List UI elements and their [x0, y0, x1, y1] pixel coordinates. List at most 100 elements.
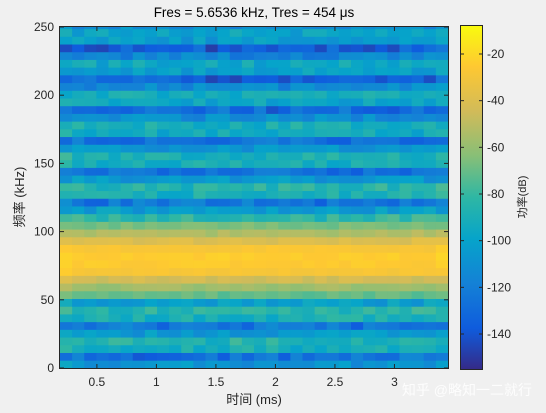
spectrogram-cell [254, 28, 267, 37]
spectrogram-cell [229, 167, 243, 176]
spectrogram-cell [144, 190, 158, 199]
spectrogram-cell [193, 221, 206, 230]
spectrogram-cell [108, 306, 122, 315]
spectrogram-cell [411, 260, 425, 269]
spectrogram-cell [435, 344, 449, 353]
spectrogram-cell [84, 260, 97, 269]
spectrogram-cell [157, 260, 170, 269]
spectrogram-cell [266, 105, 279, 114]
spectrogram-cell [108, 344, 122, 353]
spectrogram-cell [169, 236, 182, 246]
spectrogram-cell [241, 59, 255, 68]
spectrogram-cell [266, 113, 279, 122]
spectrogram-cell [254, 198, 267, 207]
spectrogram-cell [144, 67, 158, 76]
spectrogram-cell [60, 59, 73, 68]
spectrogram-cell [266, 321, 279, 330]
spectrogram-cell [302, 128, 316, 138]
spectrogram-cell [193, 198, 206, 207]
spectrogram-cell [205, 159, 219, 168]
spectrogram-cell [169, 252, 182, 261]
spectrogram-cell [144, 27, 158, 30]
spectrogram-cell [302, 283, 316, 292]
spectrogram-cell [132, 275, 146, 284]
spectrogram-cell [132, 337, 146, 346]
spectrogram-cell [314, 221, 328, 230]
spectrogram-cell [229, 252, 243, 261]
spectrogram-cell [132, 90, 146, 99]
spectrogram-cell [169, 275, 182, 284]
spectrogram-cell [338, 175, 352, 184]
spectrogram-cell [84, 314, 97, 323]
spectrogram-cell [387, 175, 400, 184]
spectrogram-cell [302, 206, 316, 215]
spectrogram-cell [338, 121, 352, 130]
spectrogram-cell [278, 59, 291, 68]
x-tick-label: 2 [272, 375, 279, 389]
spectrogram-cell [254, 59, 267, 68]
spectrogram-cell [217, 74, 231, 84]
spectrogram-cell [84, 252, 97, 261]
spectrogram-cell [217, 344, 231, 353]
spectrogram-cell [302, 113, 316, 122]
spectrogram-cell [435, 244, 449, 253]
spectrogram-cell [157, 213, 170, 222]
spectrogram-cell [375, 121, 388, 130]
spectrogram-cell [241, 182, 255, 192]
spectrogram-cell [72, 352, 85, 361]
spectrogram-cell [132, 267, 146, 276]
spectrogram-cell [193, 136, 206, 145]
spectrogram-cell [363, 51, 376, 60]
spectrogram-cell [229, 144, 243, 153]
spectrogram-cell [254, 283, 267, 292]
spectrogram-cell [144, 283, 158, 292]
spectrogram-cell [96, 190, 109, 199]
spectrogram-cell [399, 236, 413, 246]
spectrogram-cell [96, 206, 109, 215]
spectrogram-cell [96, 298, 109, 307]
spectrogram-cell [266, 329, 279, 338]
spectrogram-cell [132, 182, 146, 192]
spectrogram-cell [375, 67, 388, 76]
spectrogram-cell [435, 236, 449, 246]
spectrogram-cell [351, 27, 364, 30]
spectrogram-cell [144, 82, 158, 91]
spectrogram-cell [108, 36, 122, 45]
spectrogram-cell [84, 136, 97, 145]
spectrogram-cell [387, 113, 400, 122]
spectrogram-cell [169, 82, 182, 91]
spectrogram-cell [254, 51, 267, 60]
spectrogram-cell [338, 113, 352, 122]
spectrogram-cell [363, 74, 376, 84]
spectrogram-cell [144, 229, 158, 238]
spectrogram-cell [60, 283, 73, 292]
spectrogram-cell [157, 182, 170, 192]
spectrogram-cell [144, 182, 158, 192]
spectrogram-cell [193, 113, 206, 122]
spectrogram-cell [144, 360, 158, 369]
spectrogram-cell [205, 206, 219, 215]
spectrogram-cell [375, 175, 388, 184]
spectrogram-cell [326, 360, 340, 369]
y-tick-label: 200 [34, 88, 54, 102]
spectrogram-cell [217, 121, 231, 130]
spectrogram-cell [375, 337, 388, 346]
spectrogram-cell [217, 105, 231, 114]
spectrogram-cell [411, 159, 425, 168]
spectrogram-cell [375, 36, 388, 45]
spectrogram-cell [351, 136, 364, 145]
spectrogram-cell [108, 221, 122, 230]
spectrogram-cell [205, 98, 219, 107]
spectrogram-cell [72, 360, 85, 369]
spectrogram-cell [302, 229, 316, 238]
y-tick-label: 50 [41, 293, 55, 307]
spectrogram-cell [423, 306, 437, 315]
spectrogram-cell [60, 128, 73, 138]
spectrogram-cell [399, 105, 413, 114]
spectrogram-cell [217, 159, 231, 168]
spectrogram-cell [411, 283, 425, 292]
spectrogram-cell [108, 229, 122, 238]
spectrogram-cell [435, 329, 449, 338]
spectrogram-cell [157, 144, 170, 153]
spectrogram-cell [326, 306, 340, 315]
